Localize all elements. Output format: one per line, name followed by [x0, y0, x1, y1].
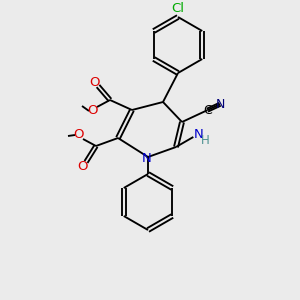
Text: Cl: Cl [172, 2, 184, 16]
Text: C: C [203, 104, 212, 117]
Text: N: N [142, 152, 152, 164]
Text: O: O [88, 104, 98, 118]
Text: N: N [215, 98, 225, 111]
Text: H: H [201, 134, 210, 146]
Text: N: N [194, 128, 203, 140]
Text: O: O [90, 76, 100, 88]
Text: O: O [74, 128, 84, 142]
Text: O: O [77, 160, 87, 173]
